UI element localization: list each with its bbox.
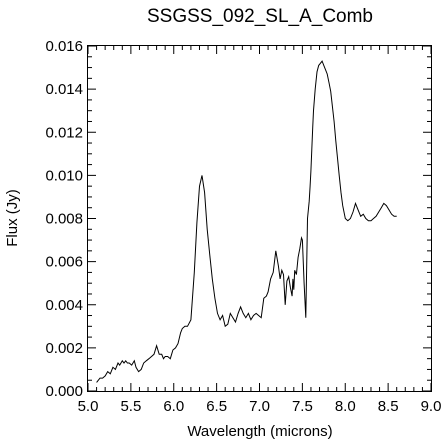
y-axis-label: Flux (Jy) <box>4 189 21 247</box>
y-tick-label: 0.000 <box>45 383 83 400</box>
y-tick-label: 0.012 <box>45 124 83 141</box>
x-tick-label: 9.0 <box>421 398 442 415</box>
x-tick-label: 8.0 <box>335 398 356 415</box>
x-tick-label: 6.5 <box>206 398 227 415</box>
x-tick-label: 5.0 <box>78 398 99 415</box>
x-tick-label: 7.5 <box>292 398 313 415</box>
spectrum-line <box>96 60 397 383</box>
plot-frame <box>87 45 432 392</box>
y-tick-label: 0.004 <box>45 297 83 314</box>
x-tick-label: 5.5 <box>120 398 141 415</box>
y-tick-label: 0.006 <box>45 254 83 271</box>
axis-ticks: 5.0 5.5 6.0 6.5 7.0 7.5 8.0 8.5 9.0 0.000 0.002 0.0… <box>45 38 441 415</box>
x-tick-label: 7.0 <box>249 398 270 415</box>
x-tick-label: 6.0 <box>163 398 184 415</box>
x-tick-label: 8.5 <box>378 398 399 415</box>
y-tick-label: 0.014 <box>45 81 83 98</box>
x-axis-label: Wavelength (microns) <box>187 423 332 440</box>
chart-title: SSGSS_092_SL_A_Comb <box>147 6 373 27</box>
y-tick-label: 0.016 <box>45 38 83 55</box>
y-tick-label: 0.008 <box>45 211 83 228</box>
y-tick-label: 0.010 <box>45 167 83 184</box>
y-tick-label: 0.002 <box>45 340 83 357</box>
